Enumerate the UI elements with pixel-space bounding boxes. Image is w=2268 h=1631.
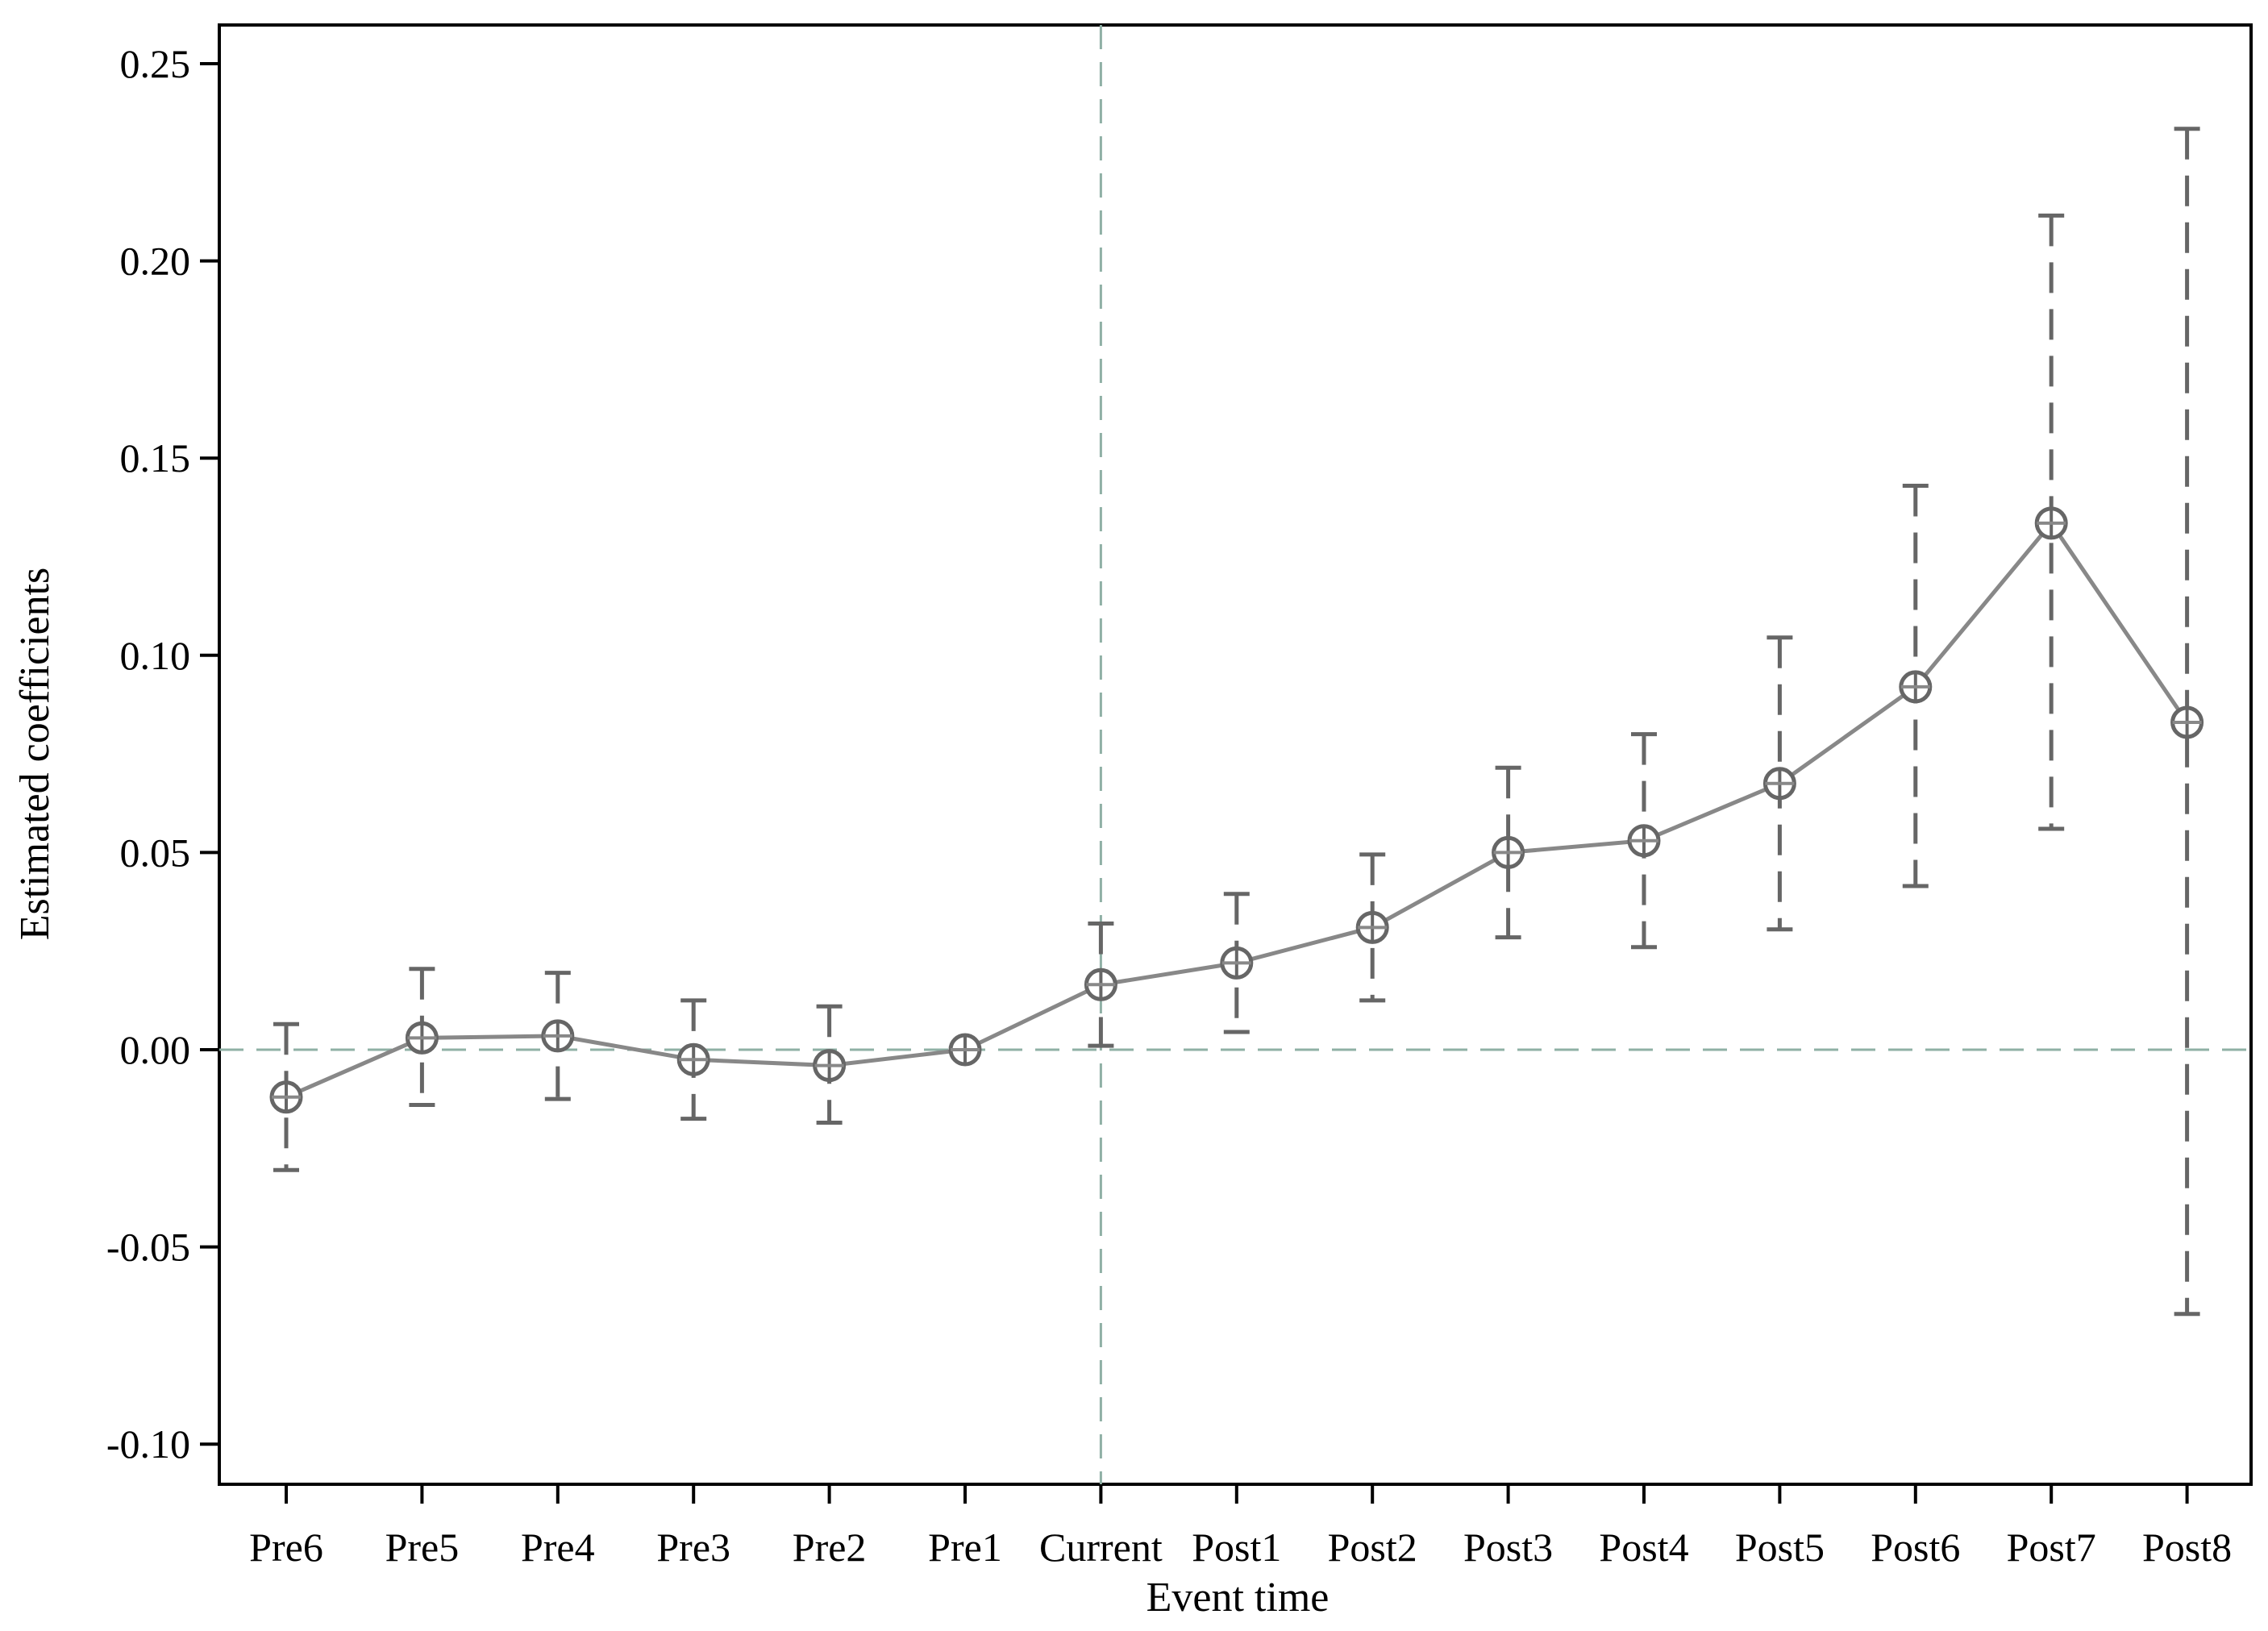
y-tick-label: 0.20	[120, 239, 191, 284]
x-tick-label: Post4	[1599, 1525, 1688, 1570]
x-tick-label: Pre6	[249, 1525, 323, 1570]
plot-frame	[218, 23, 2253, 1486]
y-tick-label: 0.10	[120, 633, 191, 678]
x-tick-label: Pre4	[521, 1525, 595, 1570]
data-point	[2034, 506, 2068, 540]
error-bar	[2174, 127, 2200, 1317]
data-point	[1627, 824, 1661, 858]
x-axis: Pre6 Pre5 Pre4 Pre3 Pre2 Pre1 Current Post1 Post…	[249, 1484, 2232, 1570]
data-point	[1899, 670, 1933, 704]
x-tick-label: Pre5	[385, 1525, 460, 1570]
x-tick-label: Pre1	[928, 1525, 1002, 1570]
data-point	[1762, 767, 1796, 801]
x-tick-label: Post5	[1735, 1525, 1825, 1570]
data-point	[405, 1021, 439, 1055]
y-tick-label: -0.10	[106, 1421, 190, 1467]
data-point	[676, 1042, 710, 1076]
data-point	[541, 1019, 575, 1053]
x-tick-label: Pre2	[793, 1525, 867, 1570]
data-point	[813, 1049, 847, 1083]
data-points	[269, 506, 2204, 1114]
error-bars	[273, 127, 2200, 1317]
x-axis-title: Event time	[1146, 1575, 1330, 1621]
x-tick-label: Post3	[1463, 1525, 1553, 1570]
data-point	[1220, 946, 1254, 980]
y-axis-title: Estimated coefficients	[12, 568, 58, 941]
data-point	[948, 1033, 982, 1067]
x-tick-label: Current	[1039, 1525, 1163, 1570]
reference-lines	[219, 25, 2251, 1484]
data-point	[2170, 705, 2204, 739]
x-tick-label: Post1	[1192, 1525, 1281, 1570]
y-tick-label: 0.15	[120, 435, 191, 481]
data-point	[269, 1080, 303, 1114]
x-tick-label: Post2	[1328, 1525, 1417, 1570]
y-tick-label: -0.05	[106, 1225, 190, 1270]
error-bar	[1495, 765, 1521, 940]
y-tick-label: 0.05	[120, 830, 191, 875]
data-point	[1355, 910, 1389, 944]
x-tick-label: Post8	[2142, 1525, 2232, 1570]
y-axis: -0.10 -0.05 0.00 0.05 0.10 0.15 0.20 0.25	[106, 41, 219, 1467]
x-tick-label: Post7	[2007, 1525, 2096, 1570]
x-tick-label: Pre3	[656, 1525, 730, 1570]
x-tick-label: Post6	[1871, 1525, 1960, 1570]
y-tick-label: 0.25	[120, 41, 191, 86]
data-point	[1492, 835, 1525, 869]
data-point	[1084, 967, 1117, 1001]
y-tick-label: 0.00	[120, 1027, 191, 1072]
